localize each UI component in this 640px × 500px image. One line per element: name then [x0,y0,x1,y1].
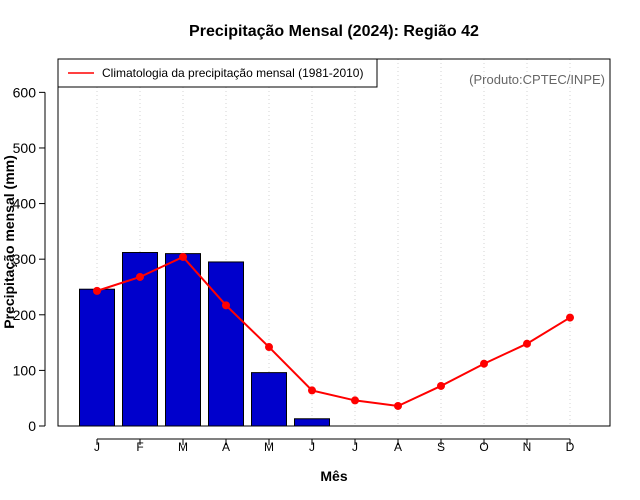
legend: Climatologia da precipitação mensal (198… [57,58,378,88]
y-axis-title: Precipitação mensal (mm) [1,155,17,329]
climatology-point-10 [480,359,488,368]
legend-label-climatology: Climatologia da precipitação mensal (198… [102,66,363,80]
climatology-point-4 [222,301,230,310]
x-tick-label-12: D [566,440,575,454]
y-tick-label-300: 300 [13,251,37,267]
x-tick-label-11: N [523,440,532,454]
bar-5 [251,372,287,427]
climatology-point-12 [566,313,574,322]
x-tick-label-8: A [394,440,402,454]
y-tick-label-100: 100 [13,362,37,378]
x-tick-label-9: S [437,440,445,454]
x-tick-label-6: J [309,440,315,454]
climatology-point-6 [308,386,316,395]
x-tick-label-4: A [222,440,230,454]
climatology-line [96,255,571,408]
climatology-line-series [93,252,574,410]
climatology-point-11 [523,339,531,348]
climatology-point-9 [437,381,445,390]
climatology-point-5 [265,343,273,352]
climatology-point-7 [351,396,359,405]
climatology-point-1 [93,286,101,295]
climatology-point-2 [136,272,144,281]
y-axis: 0 100 200 300 400 500 600 [13,84,46,434]
x-tick-label-1: J [94,440,100,454]
x-tick-label-10: O [479,440,488,454]
bar-4 [208,261,244,427]
bar-6 [294,418,330,427]
source-credit: (Produto:CPTEC/INPE) [469,72,605,87]
y-tick-label-400: 400 [13,196,37,212]
x-tick-label-5: M [264,440,274,454]
y-tick-label-200: 200 [13,307,37,323]
chart-title: Precipitação Mensal (2024): Região 42 [189,23,479,40]
bar-series [79,252,330,427]
bar-3 [165,253,201,427]
x-tick-label-7: J [352,440,358,454]
x-tick-label-2: F [136,440,143,454]
x-axis-title: Mês [320,468,347,484]
y-tick-label-0: 0 [28,418,36,434]
climatology-point-8 [394,401,402,410]
climatology-point-3 [179,252,187,261]
legend-box [57,58,378,88]
y-tick-label-500: 500 [13,140,37,156]
x-tick-label-3: M [178,440,188,454]
y-tick-label-600: 600 [13,84,37,100]
bar-1 [79,288,115,427]
